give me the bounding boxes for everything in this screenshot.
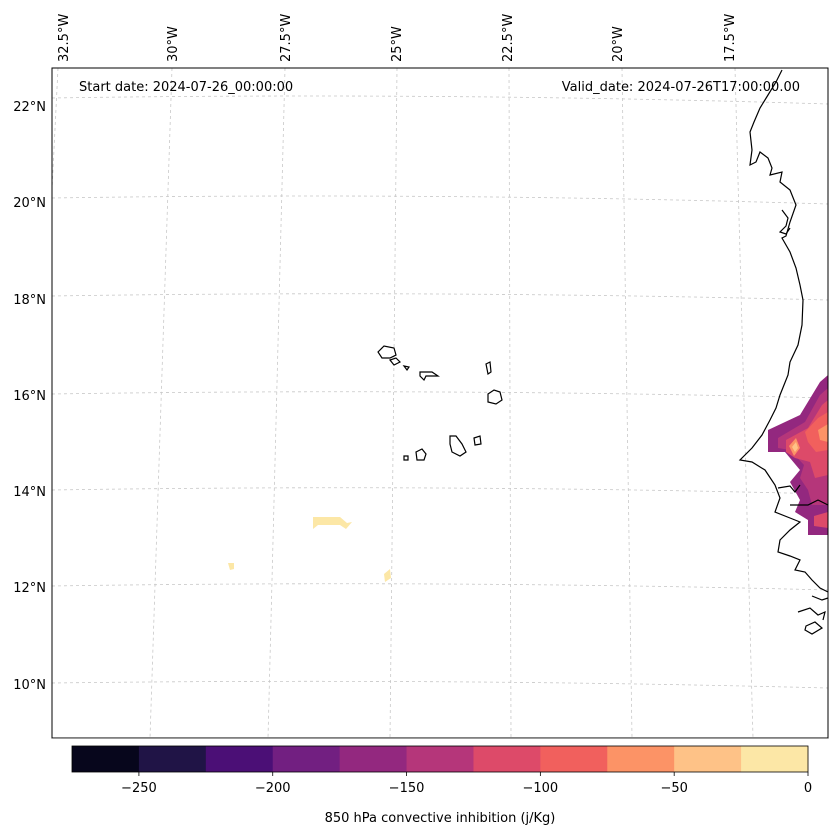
coast-detail-1 xyxy=(778,209,791,235)
lon-label: 20°W xyxy=(611,26,626,62)
cape-verde-islands xyxy=(377,345,503,461)
africa-coastline xyxy=(738,69,829,593)
coast-detail-6 xyxy=(811,595,829,601)
lat-label: 12°N xyxy=(13,581,46,596)
colorbar-segment xyxy=(674,746,742,772)
lat-label: 16°N xyxy=(13,389,46,404)
island-boa-vista xyxy=(487,389,503,405)
colorbar-tick-label: −100 xyxy=(523,781,559,796)
start-date-label: Start date: 2024-07-26_00:00:00 xyxy=(79,80,293,95)
gridlines xyxy=(51,67,829,739)
longitude-labels: 32.5°W 30°W 27.5°W 25°W 22.5°W 20°W 17.5… xyxy=(57,14,738,62)
coast-detail-3 xyxy=(790,499,829,506)
latitude-labels: 22°N 20°N 18°N 16°N 14°N 12°N 10°N xyxy=(13,100,46,693)
colorbar-segments xyxy=(72,746,809,772)
lat-label: 10°N xyxy=(13,678,46,693)
colorbar-tick-label: −250 xyxy=(121,781,157,796)
lon-label: 25°W xyxy=(390,26,405,62)
cin-patch-coast-point-core xyxy=(792,442,798,452)
lat-label: 20°N xyxy=(13,196,46,211)
colorbar-segment xyxy=(540,746,608,772)
coastline xyxy=(738,69,829,635)
colorbar-segment xyxy=(473,746,541,772)
lon-label: 17.5°W xyxy=(723,14,738,62)
colorbar-segment xyxy=(741,746,809,772)
colorbar-tick-label: −200 xyxy=(255,781,291,796)
cin-patch-west-africa-peak xyxy=(818,424,828,442)
colorbar-frame xyxy=(71,745,809,773)
colorbar-segment xyxy=(406,746,474,772)
colorbar-ticks: −250 −200 −150 −100 −50 0 xyxy=(121,772,812,796)
lon-label: 30°W xyxy=(166,26,181,62)
lon-label: 22.5°W xyxy=(501,14,516,62)
cin-contours xyxy=(228,375,828,582)
cin-patch-ocean-2 xyxy=(228,563,234,570)
island-maio xyxy=(473,435,482,446)
island-sao-nicolau xyxy=(419,371,440,382)
colorbar-segment xyxy=(205,746,274,772)
lat-label: 14°N xyxy=(13,485,46,500)
colorbar-segment xyxy=(72,746,140,772)
colorbar-segment xyxy=(339,746,408,772)
cin-patch-ocean-3 xyxy=(384,569,391,582)
lat-label: 18°N xyxy=(13,293,46,308)
colorbar-label: 850 hPa convective inhibition (j/Kg) xyxy=(325,811,556,826)
island-brava xyxy=(403,455,409,461)
cin-patch-gambia-inner xyxy=(814,512,828,528)
cin-patch-ocean-1 xyxy=(313,517,352,529)
coast-detail-2 xyxy=(777,484,801,493)
island-fogo xyxy=(415,448,427,461)
lon-label: 32.5°W xyxy=(57,14,72,62)
colorbar-segment xyxy=(607,746,675,772)
colorbar-tick-label: −150 xyxy=(389,781,425,796)
island-sao-vicente xyxy=(388,357,402,366)
colorbar-tick-label: −50 xyxy=(660,781,687,796)
coast-detail-5 xyxy=(804,621,824,635)
island-santiago xyxy=(449,435,467,457)
island-sal xyxy=(485,361,492,375)
island-santa-luzia xyxy=(402,365,410,372)
cin-patch-west-africa-core xyxy=(805,412,828,452)
lon-label: 27.5°W xyxy=(279,14,294,62)
lat-label: 22°N xyxy=(13,100,46,115)
valid-date-label: Valid_date: 2024-07-26T17:00:00.00 xyxy=(562,80,800,95)
colorbar-segment xyxy=(138,746,207,772)
colorbar-segment xyxy=(272,746,341,772)
map-background xyxy=(52,68,828,738)
coast-detail-4 xyxy=(797,607,826,621)
colorbar-tick-label: 0 xyxy=(804,781,812,796)
colorbar: −250 −200 −150 −100 −50 0 850 hPa convective … xyxy=(71,745,812,826)
island-santo-antao xyxy=(377,345,397,359)
